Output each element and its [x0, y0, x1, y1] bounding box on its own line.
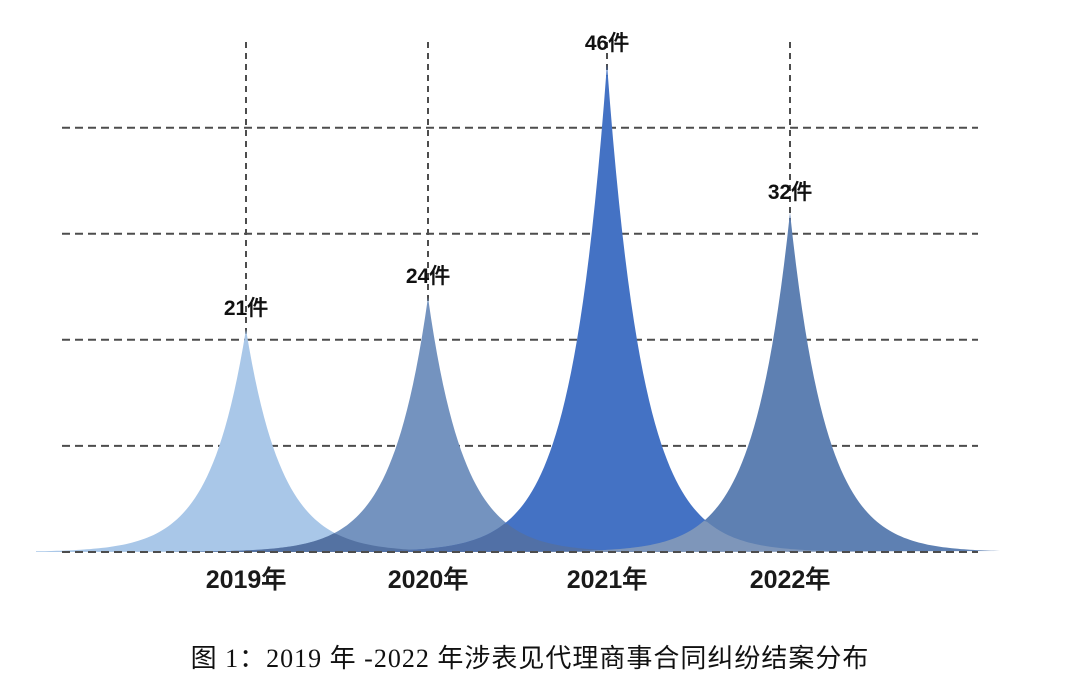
category-label-2019年: 2019年 [206, 565, 287, 594]
peak-2022年 [580, 212, 1000, 552]
overlap-2021年-2022年 [527, 520, 869, 552]
overlap-2020年-2021年 [348, 523, 687, 552]
peak-2020年 [218, 297, 638, 552]
value-label-2019年: 21件 [224, 297, 268, 320]
value-label-2020年: 24件 [406, 265, 450, 288]
value-label-2021年: 46件 [585, 32, 629, 55]
peak-2019年 [36, 329, 456, 552]
value-label-2022年: 32件 [768, 181, 812, 204]
overlap-2019年-2020年 [166, 533, 508, 552]
cases-distribution-chart: 21件 2019年 24件 2020年 46件 2021年 32件 2022年 [36, 32, 1000, 594]
peak-2021年 [397, 64, 817, 552]
category-label-2021年: 2021年 [567, 565, 648, 594]
figure-caption: 图 1：2019 年 -2022 年涉表见代理商事合同纠纷结案分布 [190, 644, 870, 673]
category-label-2022年: 2022年 [750, 565, 831, 594]
category-label-2020年: 2020年 [388, 565, 469, 594]
